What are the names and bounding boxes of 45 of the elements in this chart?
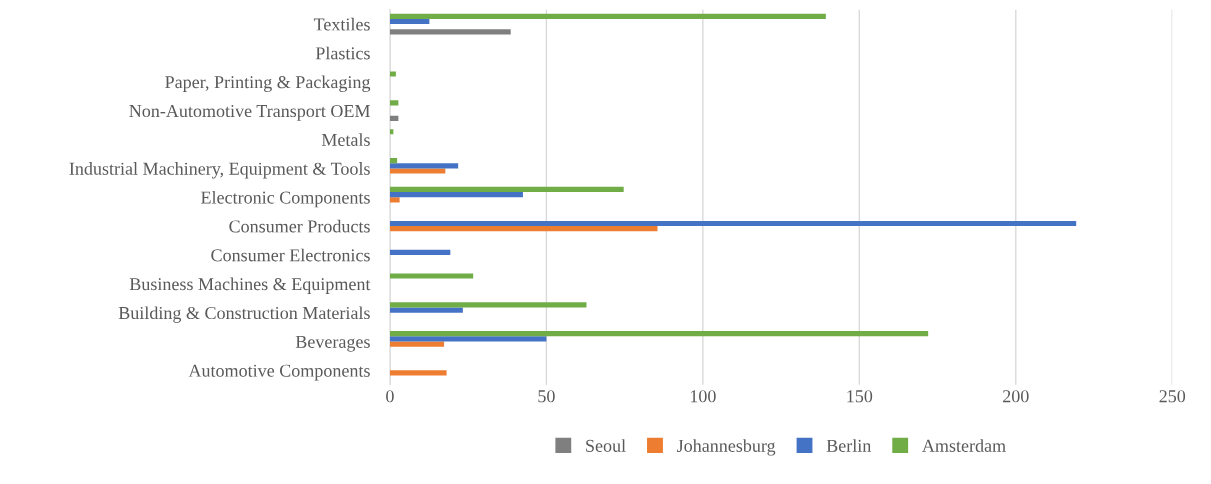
legend-label: Berlin: [826, 439, 872, 452]
bar: [389, 71, 396, 77]
x-tick-label: 150: [847, 390, 873, 403]
y-tick-label: Non-Automotive Transport OEM: [129, 104, 370, 121]
x-tick-label: 50: [538, 390, 555, 403]
y-tick-label: Metals: [321, 133, 370, 146]
bar: [389, 331, 929, 337]
bar: [389, 370, 447, 376]
bar: [389, 100, 399, 106]
y-tick-label: Business Machines & Equipment: [129, 277, 371, 294]
y-tick-label: Consumer Products: [229, 219, 370, 233]
bar: [389, 336, 547, 342]
bar: [389, 18, 430, 25]
bar: [389, 302, 587, 308]
x-tick-label: 200: [1003, 390, 1029, 403]
y-tick-label: Industrial Machinery, Equipment & Tools: [69, 162, 370, 179]
bar: [389, 163, 459, 169]
y-tick-label: Automotive Components: [188, 364, 370, 381]
bar: [389, 249, 451, 255]
bar: [389, 192, 523, 198]
bar: [389, 220, 1077, 227]
x-tick-label: 100: [690, 390, 716, 403]
y-tick-label: Consumer Electronics: [211, 248, 370, 262]
y-tick-label: Beverages: [295, 335, 370, 352]
bar: [389, 341, 445, 347]
x-tick-label: 250: [1159, 390, 1186, 403]
bar: [389, 186, 624, 193]
legend-label: Amsterdam: [922, 439, 1006, 452]
y-tick-label: Building & Construction Materials: [118, 306, 370, 323]
bar: [389, 168, 446, 174]
bar: [389, 197, 400, 203]
bar: [389, 13, 826, 19]
bar: [389, 226, 658, 232]
y-tick-label: Plastics: [315, 46, 370, 60]
y-tick-label: Paper, Printing & Packaging: [165, 75, 371, 92]
legend-label: Johannesburg: [677, 439, 776, 456]
x-tick-label: 0: [386, 390, 394, 403]
bar: [389, 115, 399, 122]
bar: [389, 307, 463, 313]
bar: [389, 29, 511, 35]
legend-label: Seoul: [586, 439, 626, 452]
y-tick-label: Electronic Components: [201, 190, 370, 208]
y-tick-label: Textiles: [313, 17, 370, 31]
bar: [389, 157, 398, 164]
bar: [389, 273, 474, 279]
